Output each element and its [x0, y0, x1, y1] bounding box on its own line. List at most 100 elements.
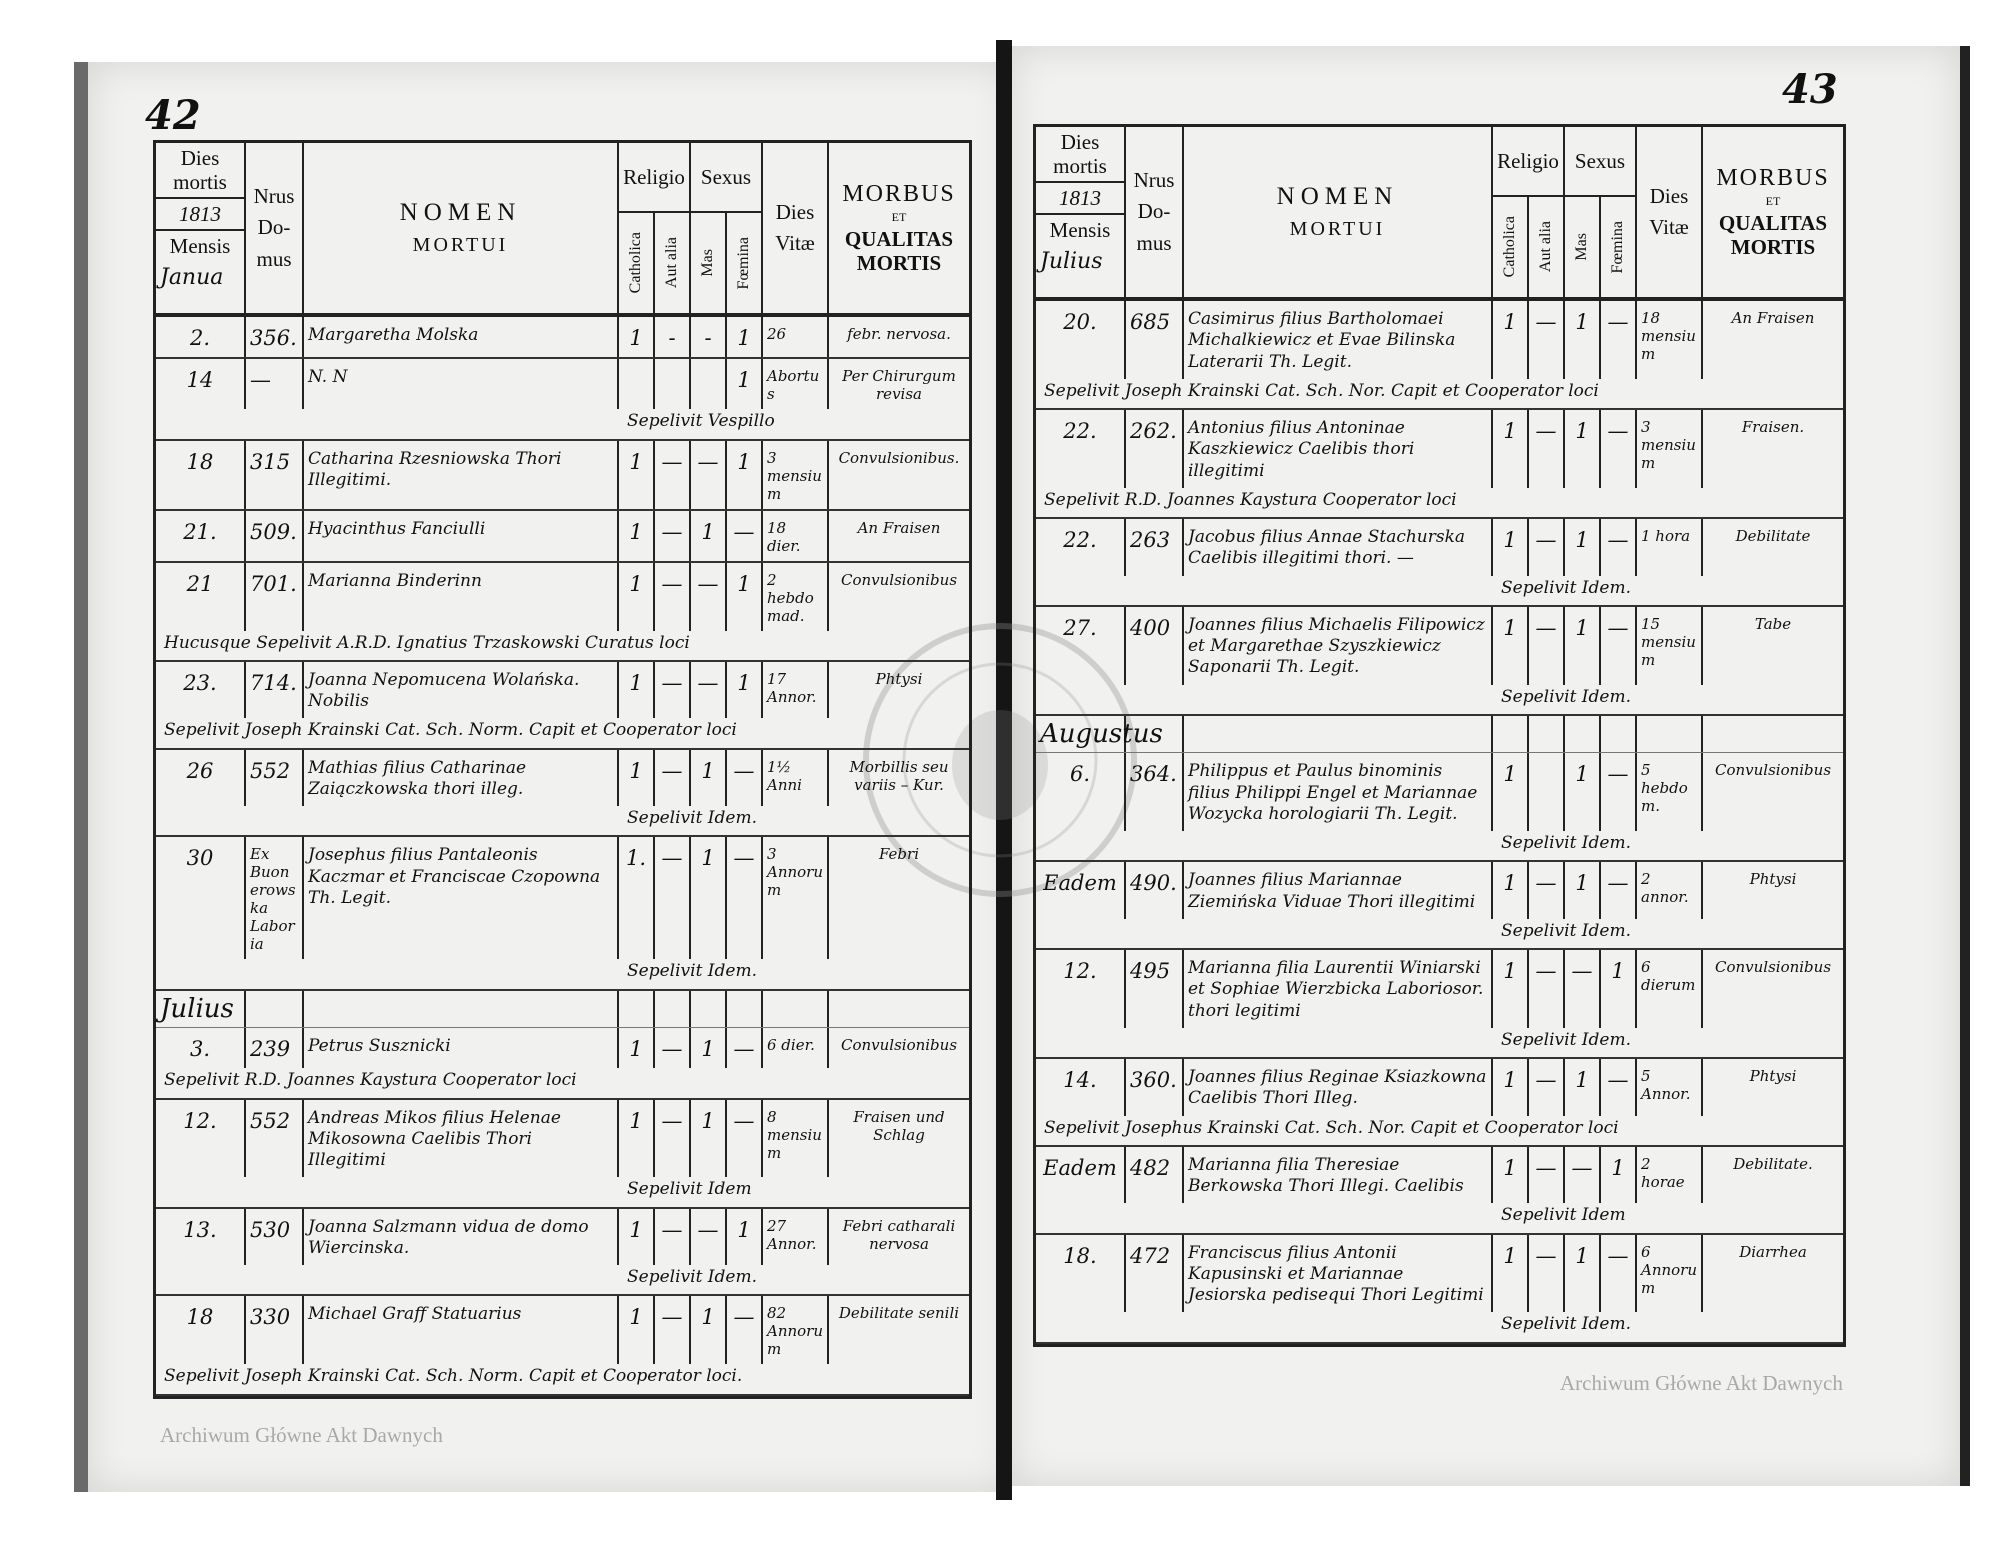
month-row-cell — [691, 990, 727, 1027]
cell-house: 552 — [246, 1099, 304, 1178]
cell-vitae: 3 mensium — [1637, 410, 1703, 488]
cell-vitae: 27 Annor. — [763, 1208, 829, 1265]
cell-day: Eadem — [1036, 1146, 1126, 1204]
header-month: Julius — [1040, 248, 1103, 274]
cell-morbus: Convulsionibus. — [838, 448, 960, 467]
cell-vitae: 18 mensium — [1637, 301, 1703, 379]
burial-note: Sepelivit R.D. Joannes Kaystura Cooperat… — [164, 1070, 577, 1091]
cell-house: 364. — [1126, 753, 1184, 831]
cell-house: 552 — [246, 749, 304, 806]
header-nomen: NOMEN — [1276, 183, 1399, 211]
cell-morbus: Debilitate. — [1733, 1154, 1813, 1173]
cell-morbus: Tabe — [1754, 614, 1792, 633]
cell-vitae: 6 dier. — [763, 1028, 829, 1069]
cell-catholica — [619, 359, 655, 410]
cell-morbus: Fraisen und Schlag — [853, 1107, 945, 1144]
cell-aut-alia: — — [1529, 1234, 1565, 1313]
cell-name: Michael Graff Statuarius — [304, 1296, 619, 1365]
cell-foemina: — — [1601, 753, 1637, 831]
cell-catholica: 1 — [619, 1099, 655, 1178]
cell-catholica: 1 — [1493, 301, 1529, 379]
table-row: 12. 552 Andreas Mikos filius Helenae Mikos… — [156, 1099, 969, 1209]
watermark-right: Archiwum Główne Akt Dawnych — [1560, 1371, 1843, 1395]
cell-morbus: Phtysi — [1749, 1067, 1797, 1085]
header-morbus-qualitas: MORBUS ET QUALITAS MORTIS — [829, 143, 969, 313]
cell-house: 400 — [1126, 606, 1184, 685]
cell-aut-alia: — — [655, 1099, 691, 1178]
header-mortui: MORTUI — [1289, 217, 1386, 240]
cell-catholica: 1 — [619, 1296, 655, 1365]
cell-morbus: Diarrhea — [1739, 1242, 1807, 1261]
cell-foemina: — — [1601, 606, 1637, 685]
cell-day: 13. — [156, 1208, 246, 1265]
cell-mas: 1 — [1565, 606, 1601, 685]
cell-day: 27. — [1036, 606, 1126, 685]
table-row: 2. 356. Margaretha Molska 1- -1 26 febr. nervo… — [156, 317, 969, 360]
header-nrus-domus: Nrus Do- mus — [246, 143, 304, 313]
cell-foemina: — — [1601, 1059, 1637, 1116]
header-catholica-column: Catholica — [1493, 197, 1529, 297]
cell-house: 330 — [246, 1296, 304, 1365]
cell-aut-alia — [1529, 753, 1565, 831]
cell-name: Marianna Binderinn — [304, 562, 619, 631]
table-row: 30 Ex Buonerowska Laboria Josephus filius … — [156, 837, 969, 991]
cell-foemina: — — [727, 749, 763, 806]
cell-name: Hyacinthus Fanciulli — [304, 510, 619, 561]
cell-catholica: 1 — [619, 1208, 655, 1265]
cell-catholica: 1 — [619, 317, 655, 358]
cell-vitae: 15 mensium — [1637, 606, 1703, 685]
cell-catholica: 1 — [619, 1028, 655, 1069]
cell-foemina: 1 — [727, 440, 763, 509]
cell-foemina: 1 — [1601, 950, 1637, 1028]
header-foemina: Fœmina — [1608, 220, 1626, 274]
cell-catholica: 1 — [1493, 950, 1529, 1028]
cell-name: Petrus Susznicki — [304, 1028, 619, 1069]
header-nomen: NOMEN — [399, 199, 522, 227]
header-religio: Religio — [619, 143, 691, 213]
header-et: ET — [891, 209, 907, 224]
watermark-left: Archiwum Główne Akt Dawnych — [160, 1423, 443, 1447]
cell-mas: — — [691, 1208, 727, 1265]
cell-morbus: Morbillis seu variis – Kur. — [849, 757, 949, 794]
burial-note: Sepelivit Idem. — [627, 961, 757, 982]
cell-foemina: 1 — [727, 661, 763, 719]
month-row-cell — [1184, 715, 1493, 753]
month-row-cell — [1637, 715, 1703, 753]
table-row: 18 315 Catharina Rzesniowska Thori Illegit… — [156, 440, 969, 511]
cell-mas: 1 — [691, 1099, 727, 1178]
month-row-cell — [829, 991, 969, 1028]
header-sexus: Sexus — [1565, 127, 1637, 197]
cell-mas: 1 — [1565, 410, 1601, 488]
cell-mas — [691, 359, 727, 410]
cell-house: 262. — [1126, 410, 1184, 488]
cell-foemina: 1 — [727, 317, 763, 358]
cell-vitae: 1½ Anni — [763, 749, 829, 806]
cell-name: Joannes filius Reginae Ksiazkowna Caelib… — [1184, 1059, 1493, 1116]
cell-morbus: Convulsionibus — [1714, 761, 1832, 780]
table-row: 3. 239 Petrus Susznicki 1—1—6 dier. Convulsi… — [156, 1028, 969, 1100]
cell-day: 14. — [1036, 1059, 1126, 1116]
left-page — [74, 62, 1012, 1492]
cell-vitae: 1 hora — [1637, 519, 1703, 576]
header-dies-vitae: Dies Vitæ — [1637, 127, 1703, 297]
header-dies-mortis-column: Dies mortis 1813 Mensis Julius — [1036, 127, 1126, 297]
header-morbus: MORBUS — [842, 181, 956, 208]
header-catholica: Catholica — [1500, 216, 1518, 278]
cell-name: Catharina Rzesniowska Thori Illegitimi. — [304, 440, 619, 509]
cell-foemina: — — [1601, 519, 1637, 576]
month-row: Augustus — [1036, 715, 1843, 754]
header-nrus-domus: Nrus Do- mus — [1126, 127, 1184, 297]
burial-note: Sepelivit Joseph Krainski Cat. Sch. Norm… — [164, 720, 737, 741]
table-row: 14— N. N 1 Abortus Per Chirurgum revisa Sepel… — [156, 359, 969, 441]
month-row-cell — [1126, 715, 1184, 753]
header-dies-mortis-column: Dies mortis 1813 Mensis Janua — [156, 143, 246, 313]
header-year: 1813 — [156, 197, 244, 232]
cell-name: Marianna filia Theresiae Berkowska Thori… — [1184, 1146, 1493, 1204]
cell-morbus: An Fraisen — [857, 518, 941, 537]
table-row: 18. 472 Franciscus filius Antonii Kapusins… — [1036, 1234, 1843, 1344]
cell-house: 315 — [246, 440, 304, 509]
cell-name: Margaretha Molska — [304, 317, 619, 358]
cell-house: 495 — [1126, 950, 1184, 1028]
header-morbus-qualitas: MORBUS ET QUALITAS MORTIS — [1703, 127, 1843, 297]
header-qualitas-mortis: QUALITAS MORTIS — [844, 226, 954, 275]
